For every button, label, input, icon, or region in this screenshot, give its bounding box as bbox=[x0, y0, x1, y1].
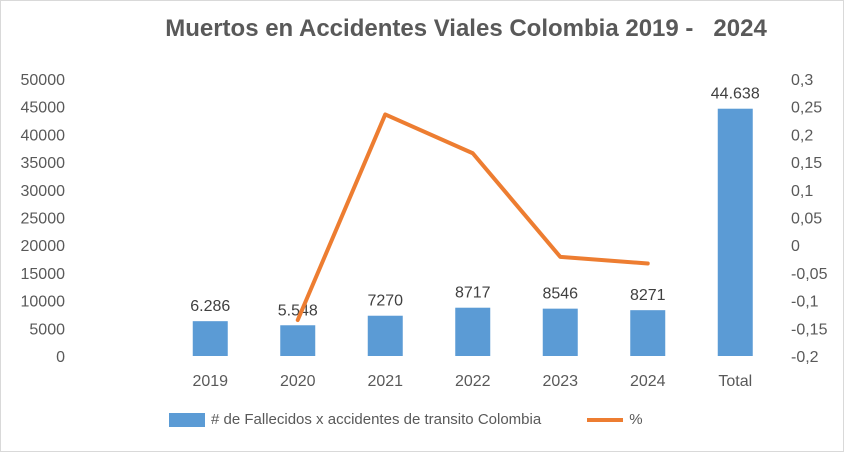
x-tick: 2021 bbox=[367, 373, 403, 390]
y-left-tick: 40000 bbox=[21, 127, 66, 144]
y-left-tick: 15000 bbox=[21, 266, 66, 283]
y-left-tick: 25000 bbox=[21, 211, 66, 228]
bar bbox=[542, 308, 578, 356]
bar bbox=[630, 310, 666, 356]
y-left-tick: 5000 bbox=[29, 321, 65, 338]
bar bbox=[455, 307, 491, 356]
bar-data-label: 8546 bbox=[542, 286, 578, 303]
y-left-tick: 45000 bbox=[21, 100, 66, 117]
y-right-tick: 0,3 bbox=[791, 72, 813, 89]
y-right-tick: 0,2 bbox=[791, 127, 813, 144]
y-left-tick: 50000 bbox=[21, 72, 66, 89]
chart-title: Muertos en Accidentes Viales Colombia 20… bbox=[165, 15, 767, 42]
y-right-tick: -0,1 bbox=[791, 294, 819, 311]
bar bbox=[280, 325, 316, 356]
y-left-tick: 10000 bbox=[21, 294, 66, 311]
y-left-tick: 30000 bbox=[21, 183, 66, 200]
bar-data-label: 8271 bbox=[630, 287, 666, 304]
y-right-tick: -0,05 bbox=[791, 266, 828, 283]
y-right-tick: -0,15 bbox=[791, 321, 828, 338]
bar bbox=[192, 321, 228, 356]
y-right-tick: 0,25 bbox=[791, 100, 822, 117]
chart-plot: 0 5000 10000 15000 20000 25000 30000 35000 40000… bbox=[21, 72, 828, 390]
bar-data-label: 7270 bbox=[367, 293, 403, 310]
bar-data-label: 8717 bbox=[455, 285, 491, 302]
x-tick: 2024 bbox=[630, 373, 666, 390]
legend: # de Fallecidos x accidentes de transito… bbox=[169, 411, 643, 428]
legend-swatch-line bbox=[587, 417, 624, 422]
line-series-percent bbox=[295, 112, 650, 322]
y-right-tick: 0,15 bbox=[791, 155, 822, 172]
y-left-tick: 35000 bbox=[21, 155, 66, 172]
y-right-tick: -0,2 bbox=[791, 349, 819, 366]
x-tick: 2019 bbox=[192, 373, 228, 390]
y-left-tick: 0 bbox=[56, 349, 65, 366]
y-left-tick: 20000 bbox=[21, 238, 66, 255]
y-right-tick: 0,1 bbox=[791, 183, 813, 200]
x-tick: Total bbox=[718, 373, 752, 390]
legend-label-bars: # de Fallecidos x accidentes de transito… bbox=[211, 411, 542, 428]
legend-swatch-bars bbox=[169, 412, 205, 427]
bar-data-label: 6.286 bbox=[190, 298, 230, 315]
x-tick: 2023 bbox=[542, 373, 578, 390]
y-right-tick: 0,05 bbox=[791, 211, 822, 228]
bar bbox=[717, 108, 753, 357]
y-right-tick: 0 bbox=[791, 238, 800, 255]
legend-label-line: % bbox=[629, 411, 643, 428]
bar-data-label: 44.638 bbox=[711, 86, 760, 103]
x-tick: 2020 bbox=[280, 373, 316, 390]
x-tick: 2022 bbox=[455, 373, 491, 390]
bar bbox=[367, 315, 403, 356]
bar-data-label: 5.548 bbox=[278, 302, 318, 319]
